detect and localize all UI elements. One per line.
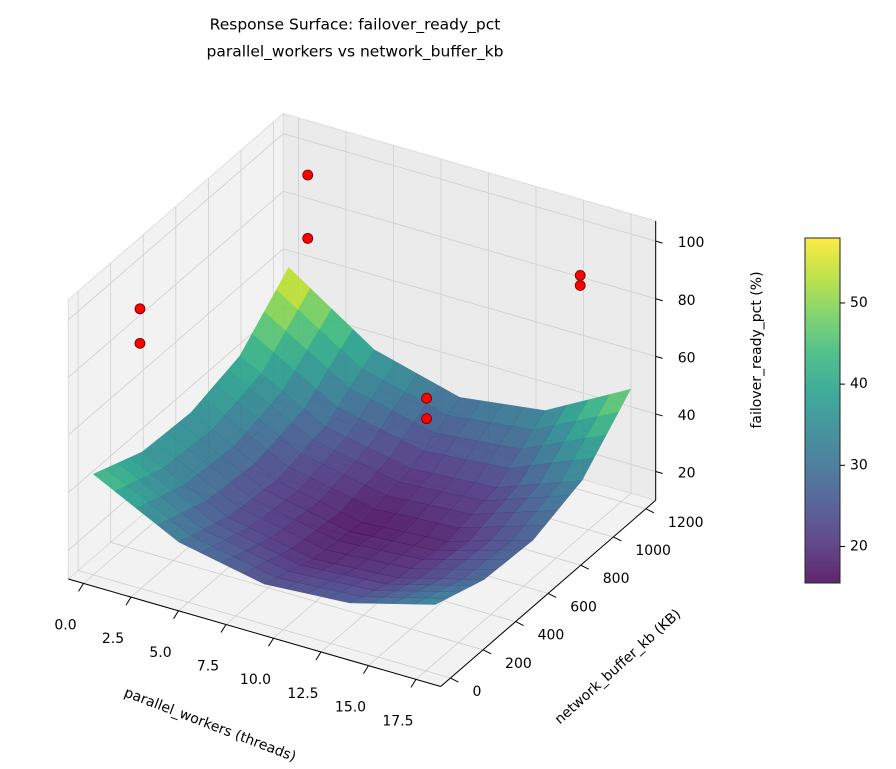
y-tick-label: 800 bbox=[603, 571, 630, 587]
colorbar: 20 30 40 50 bbox=[804, 237, 868, 584]
y-tick bbox=[645, 508, 655, 514]
chart-subtitle: parallel_workers vs network_buffer_kb bbox=[207, 43, 504, 62]
colorbar-tick-label: 20 bbox=[850, 538, 868, 554]
scatter-point bbox=[421, 392, 432, 404]
x-tick-label: 10.0 bbox=[240, 672, 271, 688]
x-tick-label: 0.0 bbox=[54, 617, 76, 633]
grid-line bbox=[68, 248, 284, 436]
z-tick bbox=[655, 413, 663, 417]
axis-line bbox=[440, 499, 657, 687]
scatter-point bbox=[134, 337, 146, 349]
scatter-point bbox=[574, 269, 586, 281]
y-tick-label: 200 bbox=[505, 656, 532, 672]
grid-line bbox=[283, 248, 656, 357]
chart-title: Response Surface: failover_ready_pct bbox=[210, 16, 501, 35]
grid-line bbox=[77, 570, 451, 679]
z-tick-label: 20 bbox=[678, 466, 696, 482]
y-axis-label: network_buffer_kb (KB) bbox=[552, 606, 684, 727]
z-tick bbox=[655, 355, 663, 359]
surface-patch bbox=[276, 266, 311, 310]
scatter-point bbox=[302, 169, 314, 181]
z-tick-label: 80 bbox=[678, 293, 696, 309]
y-tick-label: 0 bbox=[472, 684, 481, 700]
grid-line bbox=[68, 190, 284, 378]
y-tick-label: 400 bbox=[538, 628, 565, 644]
surface bbox=[92, 266, 632, 605]
scatter-point bbox=[574, 280, 586, 291]
y-tick bbox=[547, 592, 557, 598]
x-tick bbox=[268, 637, 274, 647]
axis-line bbox=[68, 578, 441, 687]
y-tick-label: 600 bbox=[570, 599, 597, 615]
grid-line bbox=[283, 133, 656, 242]
x-tick bbox=[220, 624, 227, 633]
z-axis-label: failover_ready_pct (%) bbox=[749, 271, 765, 428]
y-tick-label: 1200 bbox=[668, 515, 704, 531]
x-tick bbox=[363, 665, 369, 674]
x-tick-label: 5.0 bbox=[149, 645, 171, 661]
z-tick bbox=[655, 471, 663, 474]
x-tick-label: 15.0 bbox=[335, 700, 366, 716]
scatter-point bbox=[421, 413, 432, 425]
x-tick-label: 12.5 bbox=[287, 686, 318, 702]
x-axis-label: parallel_workers (threads) bbox=[122, 685, 298, 765]
colorbar-tick-label: 50 bbox=[850, 295, 868, 311]
x-tick-label: 17.5 bbox=[382, 713, 413, 729]
colorbar-gradient bbox=[804, 237, 841, 584]
y-tick bbox=[515, 621, 524, 627]
z-tick-label: 40 bbox=[678, 408, 696, 424]
grid-line bbox=[283, 190, 656, 300]
x-tick bbox=[173, 610, 179, 620]
z-tick-label: 60 bbox=[678, 350, 696, 366]
y-tick bbox=[613, 536, 622, 542]
grid-line bbox=[68, 306, 284, 493]
x-tick-label: 7.5 bbox=[197, 659, 219, 675]
grid-line bbox=[68, 133, 284, 321]
z-tick-label: 100 bbox=[678, 235, 705, 251]
y-tick bbox=[580, 564, 589, 570]
scatter bbox=[134, 169, 586, 425]
x-tick bbox=[410, 679, 417, 688]
scatter-point bbox=[134, 303, 146, 315]
colorbar-tick-label: 40 bbox=[850, 376, 868, 392]
x-tick bbox=[125, 596, 132, 606]
grid-line bbox=[110, 541, 484, 651]
x-tick bbox=[78, 583, 84, 592]
axes: 0.0 2.5 5.0 7.5 10.0 12.5 15.0 17.5 0 200 400 600 80… bbox=[54, 221, 704, 729]
z-tick bbox=[655, 298, 663, 302]
colorbar-tick-label: 30 bbox=[850, 457, 868, 473]
x-tick-label: 2.5 bbox=[102, 631, 124, 647]
z-tick bbox=[655, 240, 663, 244]
x-tick bbox=[315, 651, 322, 661]
y-tick bbox=[450, 677, 459, 683]
y-tick-label: 1000 bbox=[635, 543, 671, 559]
scatter-point bbox=[302, 232, 314, 244]
y-tick bbox=[482, 649, 492, 655]
